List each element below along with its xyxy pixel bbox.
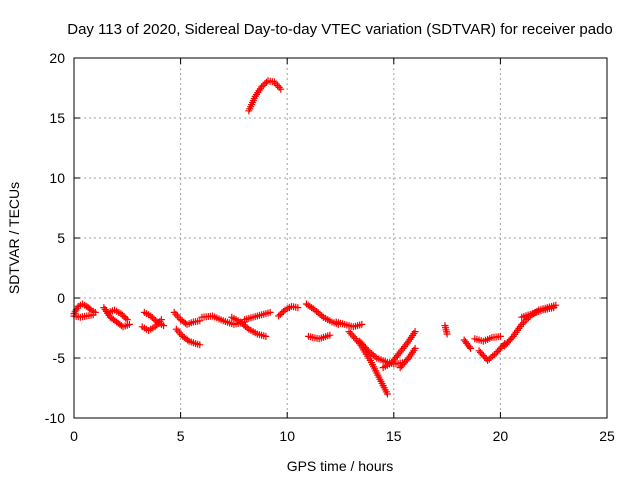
x-axis-label: GPS time / hours (287, 458, 394, 474)
data-point (363, 345, 371, 353)
data-point (519, 319, 527, 327)
series-seg26 (518, 304, 558, 321)
y-tick-label: 20 (49, 50, 65, 66)
data-point (148, 314, 156, 321)
y-tick-label: 15 (49, 110, 65, 126)
data-point (275, 312, 283, 320)
y-tick-label: 0 (57, 290, 65, 306)
chart-title: Day 113 of 2020, Sidereal Day-to-day VTE… (67, 21, 613, 38)
data-point (294, 304, 302, 312)
y-tick-label: 10 (49, 170, 65, 186)
series-seg21 (441, 322, 451, 338)
series-seg20 (396, 344, 419, 372)
x-tick-label: 0 (70, 428, 78, 444)
data-point (353, 336, 361, 344)
data-point (243, 324, 251, 332)
data-point (196, 341, 204, 349)
series-seg23 (471, 332, 504, 345)
data-point (496, 332, 504, 340)
x-tick-label: 5 (177, 428, 185, 444)
series-seg4 (104, 306, 131, 324)
y-tick-label: -10 (45, 410, 65, 426)
plot-frame (73, 57, 608, 419)
data-point (351, 334, 359, 342)
series-seg10 (228, 313, 270, 340)
data-point (347, 329, 355, 337)
data-point (467, 344, 475, 352)
data-point (259, 81, 267, 89)
y-tick-label: 5 (57, 230, 65, 246)
data-point (518, 320, 526, 328)
y-axis-label: SDTVAR / TECUs (6, 182, 22, 294)
data-point (184, 336, 192, 344)
data-point (411, 328, 419, 336)
series-seg13 (245, 77, 285, 115)
data-point (258, 83, 266, 91)
data-point (403, 356, 411, 364)
series-seg8 (172, 325, 204, 349)
series-seg19 (379, 328, 419, 372)
x-tick-label: 10 (279, 428, 295, 444)
series-seg24 (475, 340, 509, 364)
data-point (266, 308, 274, 316)
data-point (262, 332, 270, 340)
data-point (119, 311, 127, 319)
data-point (465, 343, 473, 351)
data-point (120, 313, 128, 321)
data-point (550, 304, 558, 312)
data-point (350, 333, 358, 341)
data-point (345, 328, 353, 336)
data-point (123, 316, 131, 324)
data-point (371, 353, 379, 361)
data-point (318, 312, 326, 320)
series-seg12 (275, 302, 302, 320)
data-point (358, 320, 366, 328)
data-point (117, 310, 125, 318)
data-point (443, 330, 451, 338)
series-seg6 (138, 316, 165, 334)
series-seg11 (241, 308, 274, 324)
data-point (276, 311, 284, 318)
series-seg7 (170, 308, 204, 328)
data-point (157, 316, 165, 324)
y-tick-label: -5 (53, 350, 66, 366)
data-point (277, 85, 285, 93)
grid (74, 58, 607, 418)
series-seg15 (305, 331, 334, 343)
data-point (125, 320, 133, 328)
data-points (70, 77, 560, 398)
data-point (490, 351, 498, 359)
series-seg16 (332, 318, 366, 331)
series-seg2 (70, 311, 97, 321)
data-point (278, 309, 286, 317)
data-point (279, 308, 287, 315)
data-point (86, 305, 94, 313)
data-point (508, 334, 516, 342)
x-tick-label: 20 (493, 428, 509, 444)
series-seg22 (460, 336, 475, 352)
data-point (147, 312, 155, 320)
data-point (348, 331, 356, 339)
data-point (354, 338, 362, 346)
data-point (262, 78, 270, 86)
x-tick-label: 25 (599, 428, 615, 444)
data-point (89, 311, 97, 319)
data-point (122, 314, 130, 322)
data-point (150, 315, 158, 323)
data-point (326, 331, 334, 339)
data-point (383, 390, 391, 398)
x-tick-label: 15 (386, 428, 402, 444)
data-point (261, 80, 269, 88)
series-seg1 (70, 300, 99, 318)
data-point (521, 317, 529, 325)
data-point (160, 322, 168, 330)
data-point (196, 317, 204, 325)
data-point (411, 344, 419, 352)
